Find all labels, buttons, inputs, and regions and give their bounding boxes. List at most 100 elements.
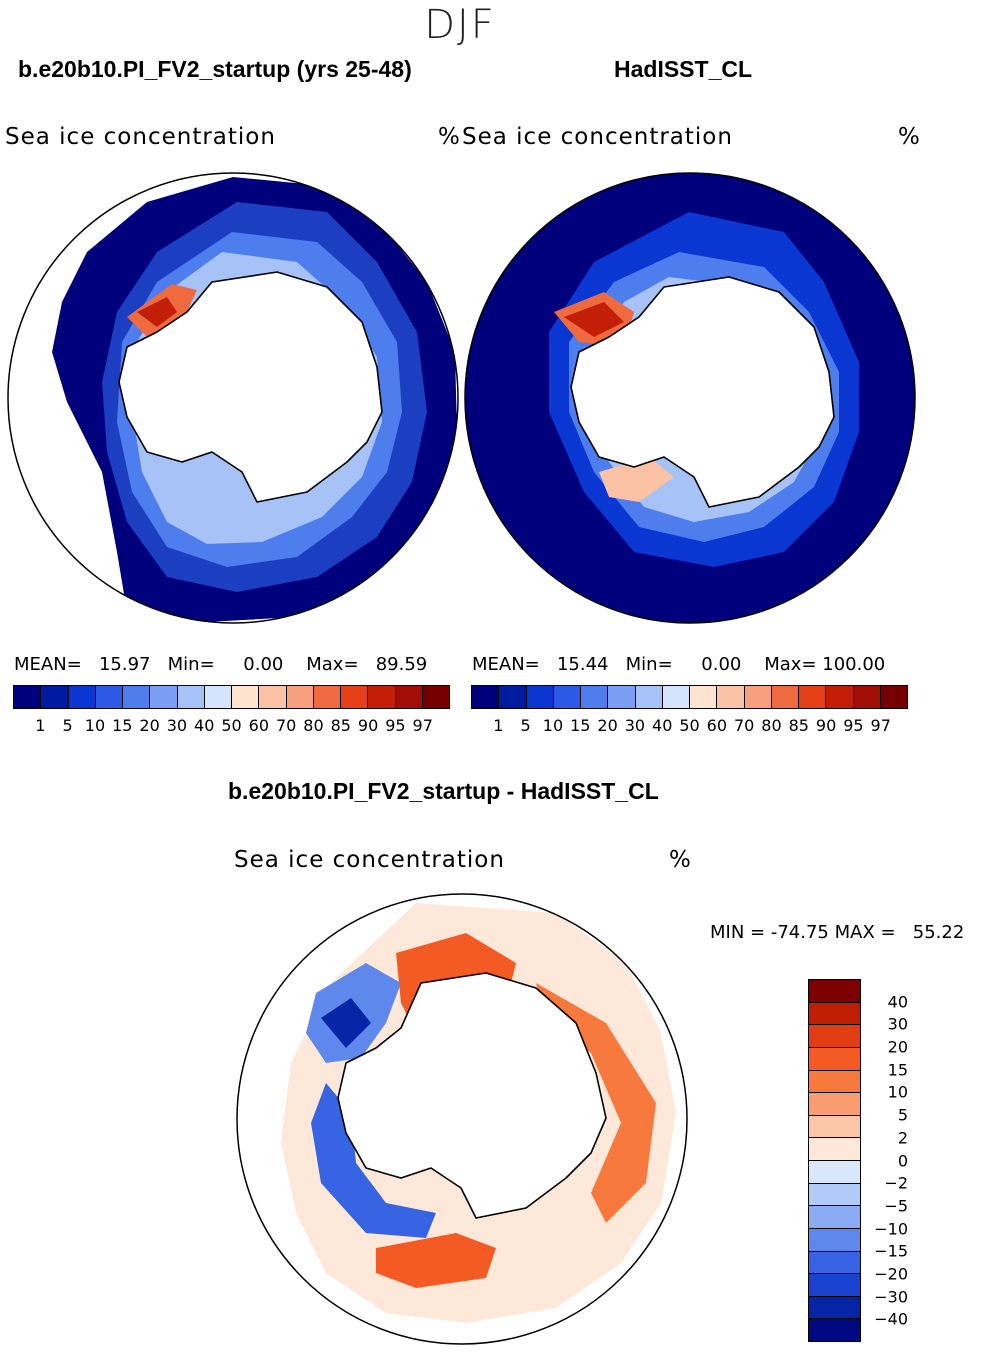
obs-colorbar-swatch-13: [826, 686, 854, 708]
diff-colorbar-ticks: 40 30 20 15 10 5 2 0 −2 −5 −10 −15 −20 −30 −40: [866, 979, 908, 1342]
obs-polar-map: [464, 172, 916, 624]
obs-colorbar-swatch-1: [499, 686, 527, 708]
model-colorbar-tick-label: 80: [303, 716, 324, 735]
obs-colorbar-tick-label: 20: [597, 716, 618, 735]
diff-colorbar-tick-label: 10: [887, 1082, 908, 1102]
obs-stats: MEAN= 15.44 Min= 0.00 Max= 100.00: [472, 654, 885, 675]
obs-colorbar-tick-label: 30: [624, 716, 646, 735]
diff-colorbar-swatch-15: [809, 1319, 860, 1341]
diff-colorbar-tick-label: 15: [887, 1060, 908, 1080]
diff-negative-west: [311, 1083, 436, 1238]
obs-colorbar-swatch-3: [553, 686, 581, 708]
diff-colorbar-swatch-4: [809, 1070, 860, 1094]
diff-colorbar-swatch-2: [809, 1025, 860, 1048]
diff-polar-map: [236, 893, 688, 1345]
obs-colorbar: [471, 685, 908, 709]
model-colorbar-tick-label: 95: [385, 716, 406, 735]
ross-sea-ice: [599, 457, 674, 502]
model-min-value: 0.00: [243, 654, 284, 675]
obs-min-label: Min=: [625, 654, 673, 675]
obs-max-label: Max=: [764, 654, 817, 675]
antarctica-landmass: [118, 271, 383, 503]
model-polar-map: [7, 172, 459, 624]
model-colorbar-swatch-13: [368, 686, 396, 708]
diff-colorbar-swatch-9: [809, 1183, 860, 1207]
model-mean-label: MEAN=: [14, 654, 82, 675]
obs-panel-title: HadISST_CL: [614, 56, 753, 82]
obs-colorbar-tick-label: 95: [843, 716, 864, 735]
model-colorbar-swatch-1: [41, 686, 69, 708]
diff-colorbar-tick-label: −5: [884, 1196, 908, 1216]
diff-colorbar-tick-label: 2: [897, 1128, 908, 1148]
diff-colorbar-tick-label: −40: [874, 1309, 908, 1329]
model-colorbar-swatch-4: [123, 686, 151, 708]
obs-colorbar-tick-label: 90: [815, 716, 837, 735]
obs-colorbar-tick-label: 50: [679, 716, 700, 735]
model-colorbar: [13, 685, 450, 709]
obs-mean-label: MEAN=: [472, 654, 540, 675]
obs-colorbar-tick-label: 5: [520, 716, 531, 735]
diff-colorbar-tick-label: 0: [897, 1151, 908, 1170]
obs-colorbar-tick-label: 97: [870, 716, 891, 735]
obs-colorbar-ticks: 1 5 10 15 20 30 40 50 60 70 80 85 90 95 97: [471, 716, 908, 736]
model-colorbar-tick-label: 85: [330, 716, 351, 735]
model-colorbar-tick-label: 30: [166, 716, 188, 735]
diff-positive-east: [536, 983, 656, 1223]
model-colorbar-swatch-7: [204, 686, 232, 708]
diff-colorbar-swatch-12: [809, 1251, 860, 1275]
obs-variable-label: Sea ice concentration: [462, 124, 733, 150]
obs-colorbar-tick-label: 80: [761, 716, 782, 735]
map-border: [464, 172, 916, 624]
obs-colorbar-swatch-7: [662, 686, 690, 708]
obs-colorbar-tick-label: 70: [733, 716, 755, 735]
diff-colorbar-tick-label: −10: [874, 1219, 908, 1239]
model-stats: MEAN= 15.97 Min= 0.00 Max= 89.59: [14, 654, 427, 675]
obs-colorbar-swatch-2: [526, 686, 554, 708]
diff-colorbar-tick-label: −2: [884, 1173, 908, 1193]
model-colorbar-swatch-14: [395, 686, 423, 708]
model-panel-title: b.e20b10.PI_FV2_startup (yrs 25-48): [18, 56, 412, 82]
model-mean-value: 15.97: [98, 654, 151, 675]
obs-colorbar-swatch-8: [690, 686, 718, 708]
diff-colorbar-tick-label: −15: [874, 1241, 908, 1261]
diff-colorbar-swatch-0: [809, 980, 860, 1003]
obs-colorbar-swatch-6: [635, 686, 663, 708]
diff-max-label: MAX =: [834, 922, 896, 943]
obs-colorbar-tick-label: 40: [652, 716, 673, 735]
model-max-value: 89.59: [375, 654, 428, 675]
weddell-peak-ice: [564, 302, 624, 337]
obs-colorbar-tick-label: 10: [542, 716, 564, 735]
model-colorbar-swatch-11: [313, 686, 341, 708]
diff-colorbar-swatch-8: [809, 1161, 860, 1184]
model-colorbar-swatch-2: [68, 686, 96, 708]
diff-colorbar-swatch-5: [809, 1093, 860, 1116]
diff-max-value: 55.22: [912, 922, 965, 943]
diff-unit-label: %: [669, 847, 692, 873]
diff-weddell-strong-negative: [321, 998, 371, 1048]
model-colorbar-tick-label: 97: [412, 716, 433, 735]
diff-min-label: MIN =: [710, 922, 766, 943]
diff-colorbar-tick-label: −30: [874, 1287, 908, 1307]
map-border: [7, 172, 459, 624]
obs-colorbar-swatch-5: [608, 686, 636, 708]
antarctica-landmass: [337, 972, 607, 1219]
diff-colorbar-swatch-6: [809, 1115, 860, 1139]
model-variable-label: Sea ice concentration: [5, 124, 276, 150]
diff-colorbar-swatch-3: [809, 1047, 860, 1071]
model-max-label: Max=: [306, 654, 359, 675]
model-colorbar-tick-label: 90: [357, 716, 379, 735]
model-unit-label: %: [438, 124, 461, 150]
diff-positive-south: [376, 1233, 496, 1288]
diff-colorbar-swatch-1: [809, 1002, 860, 1026]
diff-colorbar-swatch-10: [809, 1206, 860, 1229]
model-colorbar-swatch-8: [232, 686, 260, 708]
obs-colorbar-swatch-14: [853, 686, 881, 708]
diff-colorbar-tick-label: 20: [887, 1037, 908, 1057]
obs-colorbar-tick-label: 85: [788, 716, 809, 735]
diff-colorbar-swatch-13: [809, 1274, 860, 1297]
model-colorbar-tick-label: 10: [84, 716, 106, 735]
weddell-peak-ice: [137, 297, 177, 327]
model-colorbar-swatch-6: [177, 686, 205, 708]
obs-colorbar-swatch-0: [472, 686, 500, 708]
model-min-label: Min=: [167, 654, 215, 675]
